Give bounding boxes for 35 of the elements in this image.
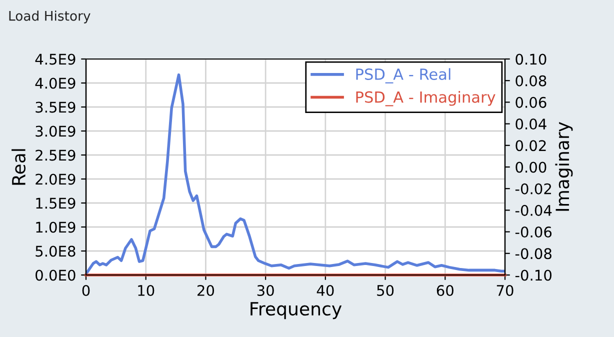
x-tick-label: 10 (138, 284, 154, 296)
x-tick-label: 20 (198, 284, 214, 296)
y2-tick-label: 0.04 (516, 118, 546, 130)
y2-tick-label: -0.02 (515, 183, 551, 194)
y2-tick-label: -0.06 (515, 226, 552, 238)
y-axis-title: Real (12, 149, 26, 185)
x-axis-title: Frequency (250, 302, 342, 320)
y2-tick-label: -0.08 (515, 248, 552, 260)
chart-title: Load History (9, 10, 90, 24)
y-tick-label: 5.0E8 (36, 246, 76, 257)
x-tick-label: 30 (257, 284, 274, 296)
y2-tick-label: -0.04 (515, 204, 552, 216)
y2-tick-label: 0.06 (516, 96, 546, 108)
x-tick-label: 50 (377, 284, 394, 296)
y2-tick-label: 0.08 (516, 75, 546, 86)
y-tick-label: 3.5E9 (36, 102, 76, 113)
x-tick-label: 60 (436, 284, 454, 296)
x-tick-label: 70 (496, 284, 514, 296)
y-tick-label: 4.0E9 (35, 78, 76, 89)
y-tick-label: 1.5E9 (36, 198, 76, 209)
y-tick-label: 0.0E0 (36, 270, 76, 281)
x-tick-label: 0 (82, 284, 90, 296)
y-tick-label: 4.5E9 (35, 54, 76, 65)
legend-label: PSD_A - Real (356, 68, 450, 84)
y2-tick-label: 0.10 (516, 54, 546, 65)
y-tick-label: 2.5E9 (36, 150, 76, 161)
y2-axis-title: Imaginary (555, 122, 573, 211)
y2-tick-label: 0.02 (516, 140, 546, 152)
y-tick-label: 1.0E9 (36, 222, 76, 233)
y-tick-label: 2.0E9 (36, 174, 76, 185)
legend-label: PSD_A - Imaginary (356, 91, 496, 106)
y2-tick-label: -0.10 (515, 270, 552, 281)
y2-tick-label: 0.00 (516, 162, 546, 173)
y-tick-label: 3.0E9 (36, 126, 76, 137)
x-tick-label: 40 (316, 284, 334, 296)
